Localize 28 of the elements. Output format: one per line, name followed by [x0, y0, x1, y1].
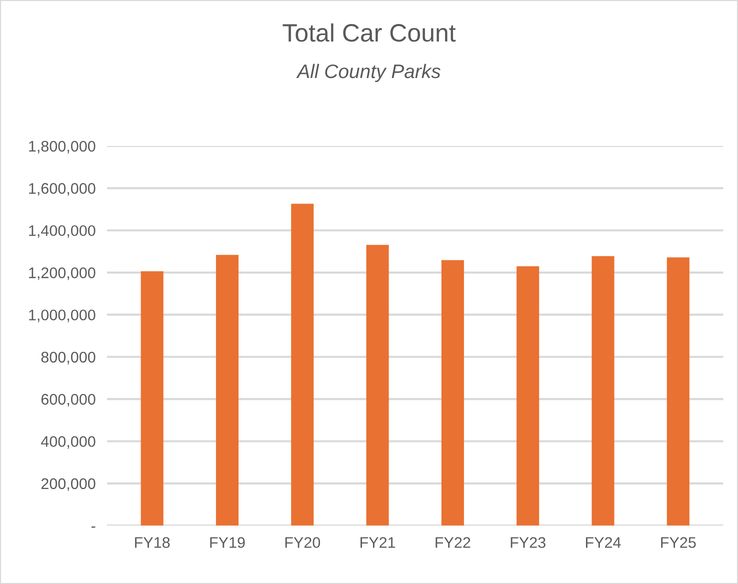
y-tick-label: 1,400,000 — [29, 225, 96, 238]
bar — [140, 271, 164, 526]
bar — [366, 244, 389, 526]
chart-title: Total Car Count — [282, 23, 456, 42]
x-tick-label: FY18 — [135, 537, 170, 548]
bar — [516, 266, 540, 526]
y-tick-label: 600,000 — [41, 394, 96, 407]
bar — [666, 257, 690, 526]
y-tick-label: 1,000,000 — [29, 310, 96, 322]
y-tick-label: 200,000 — [41, 478, 96, 491]
y-tick-label: 1,200,000 — [29, 267, 96, 280]
y-tick-label: 400,000 — [41, 436, 96, 449]
x-tick-label: FY20 — [285, 537, 320, 548]
y-tick-label: 1,800,000 — [29, 140, 96, 154]
y-tick-label: 1,600,000 — [29, 183, 96, 196]
x-tick-label: FY24 — [586, 537, 621, 548]
x-tick-label: FY22 — [436, 537, 470, 548]
bar — [592, 256, 614, 526]
chart-subtitle: All County Parks — [296, 64, 440, 82]
y-tick-label: 800,000 — [41, 352, 96, 364]
bar — [441, 260, 464, 526]
x-tick-label: FY25 — [661, 537, 696, 548]
x-tick-label: FY19 — [210, 537, 245, 548]
x-tick-label: FY21 — [360, 537, 396, 548]
bar — [291, 204, 314, 526]
y-tick-label: - — [91, 526, 96, 528]
bar — [216, 254, 239, 526]
x-tick-label: FY23 — [510, 537, 546, 548]
